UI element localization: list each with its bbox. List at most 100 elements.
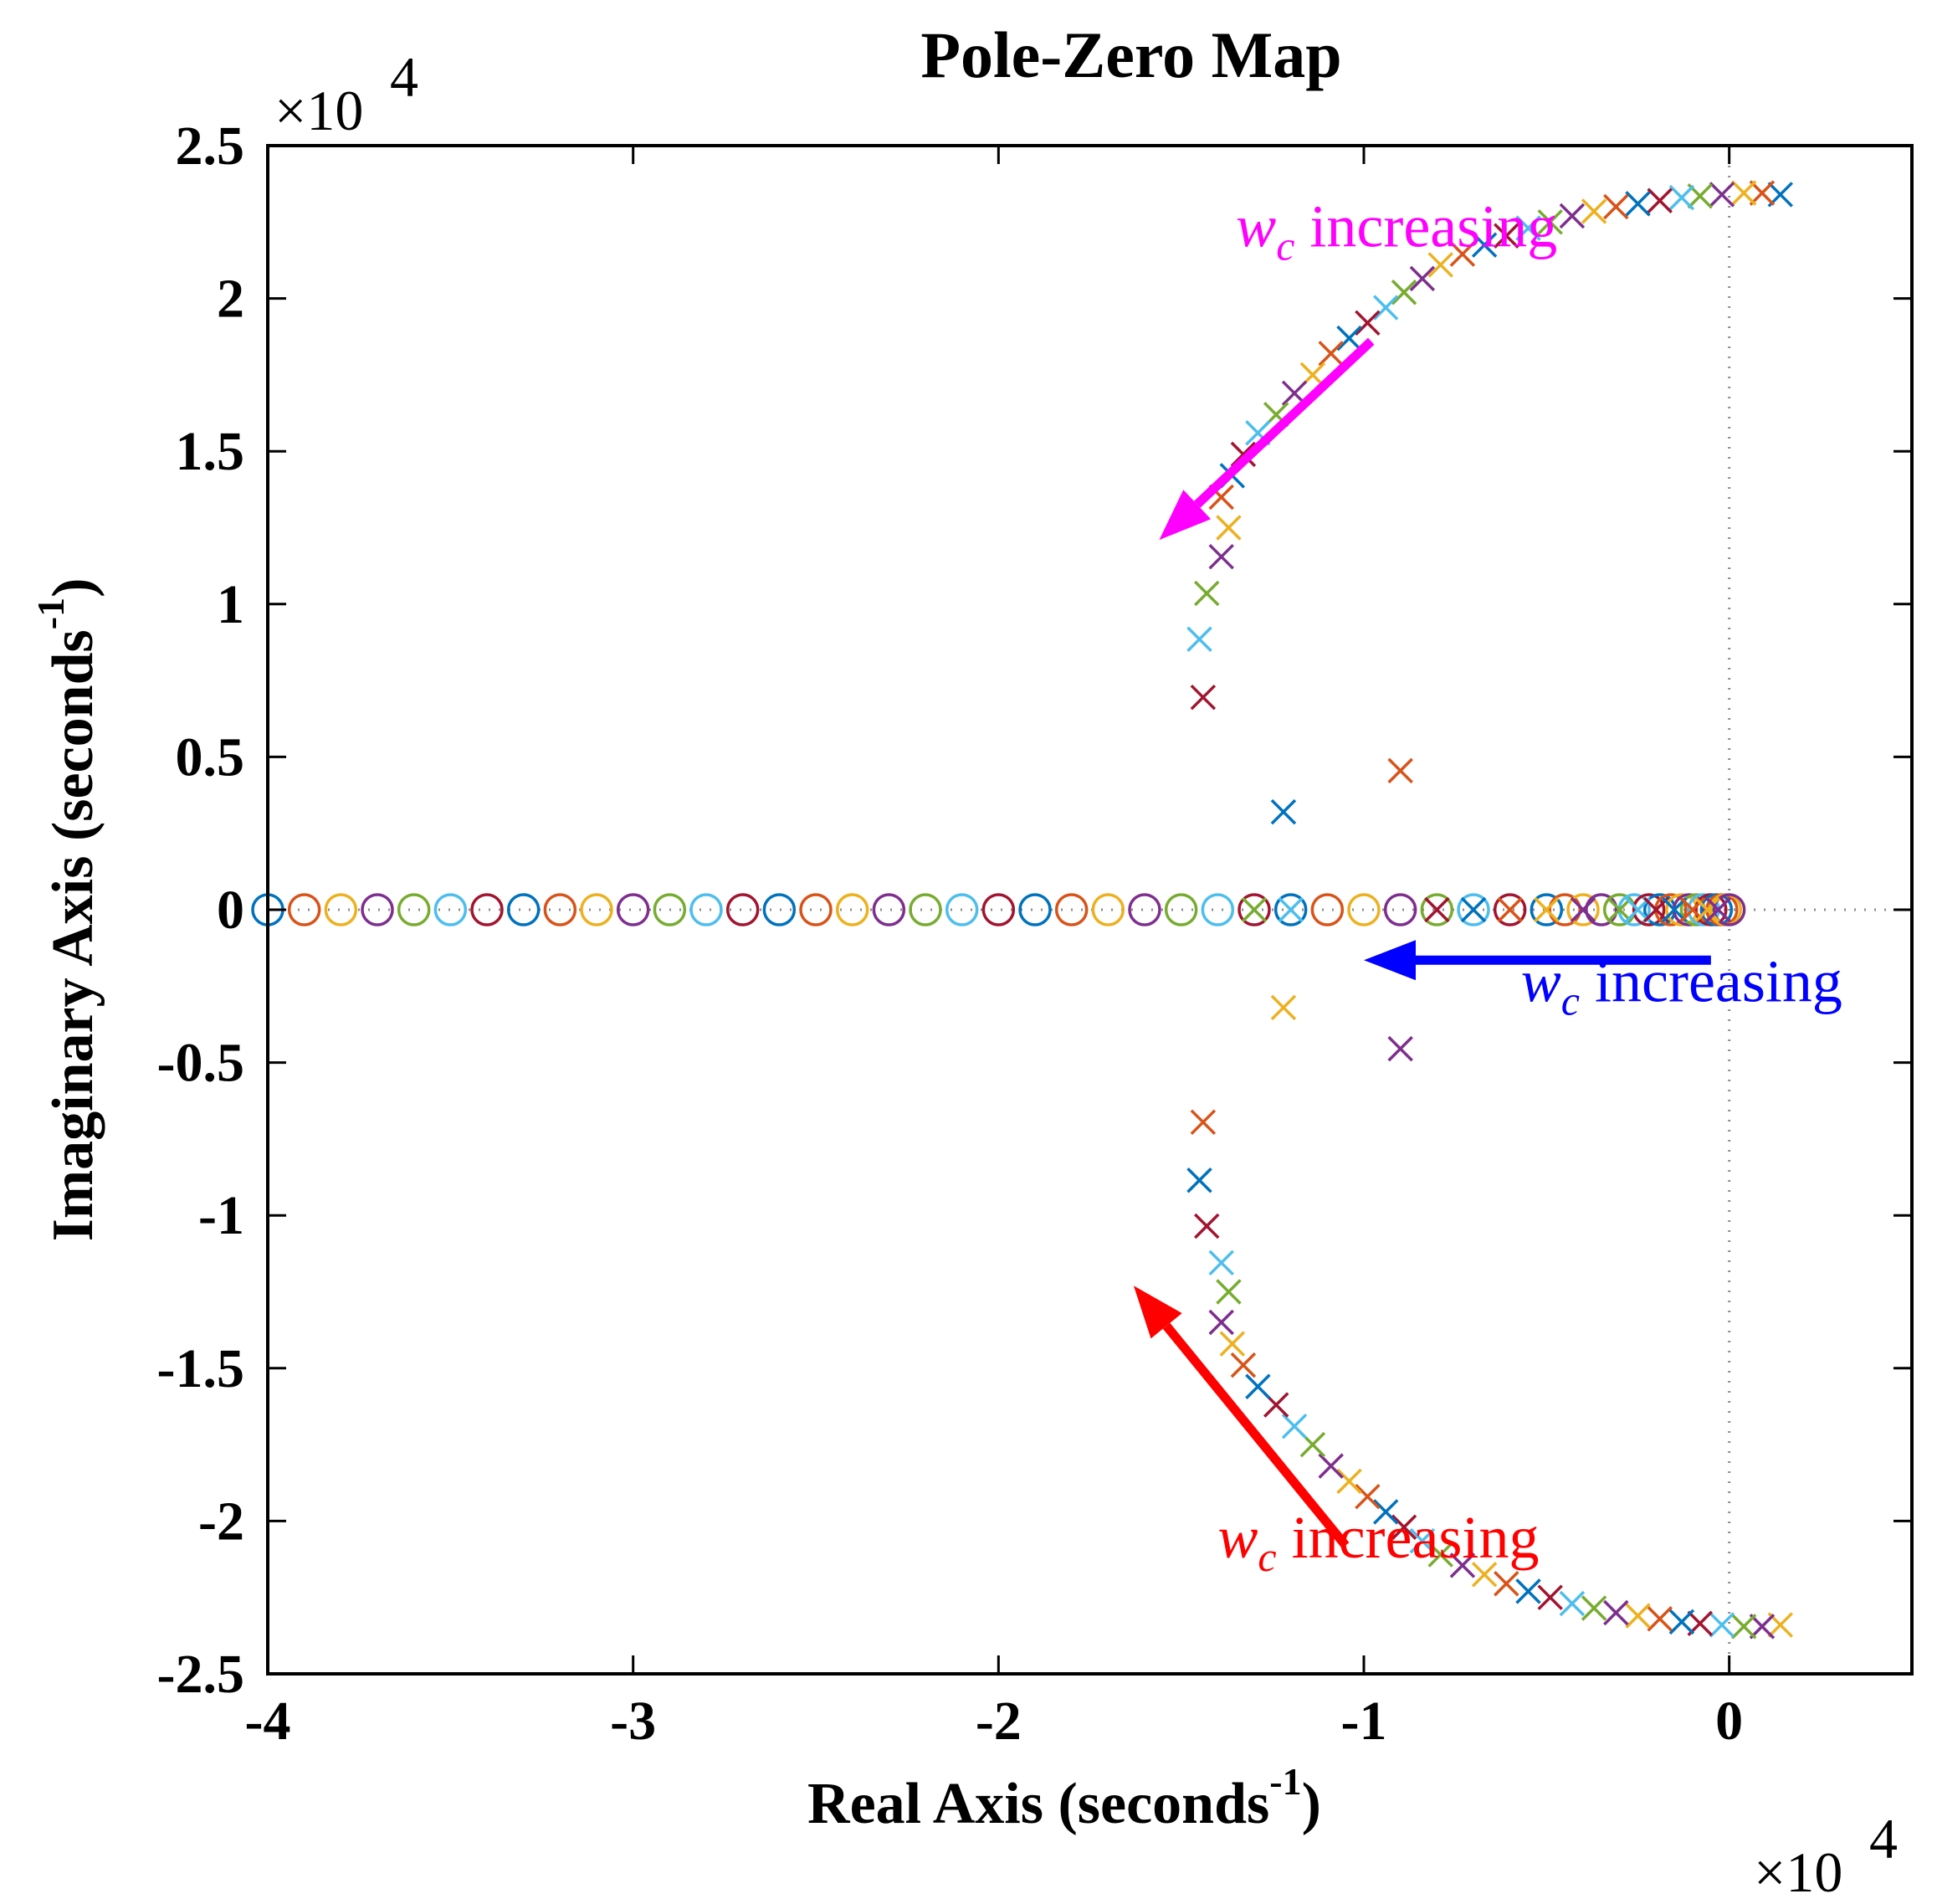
zero-marker xyxy=(909,893,942,926)
x-axis-label-text: Real Axis (seconds xyxy=(807,1772,1269,1836)
pole-marker xyxy=(1219,1331,1246,1357)
x-tick-label: 0 xyxy=(1715,1691,1743,1752)
blue-arrow-head xyxy=(1364,940,1416,981)
pole-marker xyxy=(1559,203,1586,229)
blue-annotation-label: wc increasing xyxy=(1521,948,1842,1024)
y-tick-label: -2 xyxy=(198,1491,244,1552)
y-tick-label: 1.5 xyxy=(176,421,245,482)
pole-marker xyxy=(1270,798,1297,825)
pole-marker xyxy=(1387,757,1413,784)
pole-marker xyxy=(1186,626,1212,653)
pole-marker xyxy=(1336,1468,1362,1495)
zero-marker xyxy=(1018,893,1052,926)
zero-marker xyxy=(835,893,869,926)
pole-marker xyxy=(1647,1606,1673,1632)
pole-marker xyxy=(1537,209,1563,235)
pole-marker xyxy=(1668,1609,1695,1635)
zero-marker xyxy=(1712,893,1746,926)
pole-marker xyxy=(1391,1514,1417,1540)
red-arrow-shaft xyxy=(1162,1322,1350,1549)
zero-marker xyxy=(1493,893,1527,926)
pole-marker xyxy=(1606,896,1632,923)
pole-marker xyxy=(1515,215,1541,241)
x-tick-label: -3 xyxy=(610,1691,656,1752)
y-tick-label: 2.5 xyxy=(176,115,245,177)
zero-marker xyxy=(543,893,577,926)
pole-marker xyxy=(1424,896,1450,923)
zero-marker xyxy=(433,893,468,926)
x-multiplier-exponent: 4 xyxy=(1869,1807,1898,1871)
y-tick-label: 2 xyxy=(217,269,244,330)
y-multiplier-exponent: 4 xyxy=(390,45,418,109)
zero-marker xyxy=(1585,893,1618,926)
pole-marker xyxy=(1216,1279,1242,1305)
x-tick-label: -4 xyxy=(245,1691,291,1752)
x-multiplier: ×10 4 xyxy=(1754,1807,1898,1904)
pole-marker xyxy=(1427,1542,1453,1568)
data-marks xyxy=(251,180,1794,1640)
pole-marker xyxy=(1449,241,1476,267)
pole-marker xyxy=(1427,252,1453,278)
y-multiplier: ×10 4 xyxy=(274,45,418,142)
zero-marker xyxy=(725,893,760,926)
pole-marker xyxy=(1570,896,1596,923)
zero-marker xyxy=(1128,893,1161,926)
pole-marker xyxy=(1537,1584,1563,1610)
zero-marker xyxy=(945,893,979,926)
pole-marker xyxy=(1705,896,1731,923)
x-axis-label: Real Axis (seconds-1) xyxy=(807,1760,1321,1836)
pole-marker xyxy=(1449,1552,1476,1578)
zero-marker xyxy=(1548,893,1581,926)
y-tick-label: 0 xyxy=(217,880,244,941)
red-annotation-label: wc increasing xyxy=(1217,1504,1539,1580)
pole-marker xyxy=(1318,1453,1344,1479)
pole-marker xyxy=(1190,1109,1217,1136)
reference-lines xyxy=(268,146,1912,1674)
zero-marker xyxy=(397,893,431,926)
pole-marker xyxy=(1749,1614,1776,1640)
pole-marker xyxy=(1208,543,1234,570)
zero-marker xyxy=(1383,893,1417,926)
y-tick-label: 0.5 xyxy=(176,726,245,788)
pole-marker xyxy=(1694,896,1720,923)
zero-marker xyxy=(361,893,394,926)
pole-marker xyxy=(1661,896,1688,923)
pole-marker xyxy=(1581,1595,1607,1621)
y-axis-label-text: Imaginary Axis (seconds xyxy=(41,629,105,1241)
pole-marker xyxy=(1709,182,1735,208)
zero-marker xyxy=(653,893,687,926)
pole-marker xyxy=(1730,1614,1757,1640)
pole-marker xyxy=(1193,1213,1220,1239)
pole-marker xyxy=(1581,198,1607,224)
pole-marker xyxy=(1460,896,1487,923)
x-axis-label-exponent: -1 xyxy=(1269,1760,1301,1803)
pole-marker xyxy=(1372,295,1399,321)
pole-marker xyxy=(1318,341,1344,367)
zero-marker xyxy=(1201,893,1235,926)
pole-marker xyxy=(1603,193,1629,220)
pole-marker xyxy=(1355,1483,1381,1510)
y-axis-label: Imaginary Axis (seconds-1) xyxy=(29,578,105,1242)
magenta-annotation-label: wc increasing xyxy=(1236,193,1557,269)
zero-marker xyxy=(1566,893,1600,926)
y-tick-label: -1.5 xyxy=(157,1338,244,1399)
pole-marker xyxy=(1534,896,1560,923)
zero-marker xyxy=(1273,893,1308,926)
y-tick-label: -1 xyxy=(198,1185,244,1246)
pole-marker xyxy=(1625,1603,1651,1629)
pole-marker xyxy=(1668,184,1695,211)
pole-marker xyxy=(1559,1590,1586,1617)
zero-marker xyxy=(1530,893,1564,926)
y-axis-label-close: ) xyxy=(41,578,105,598)
pole-marker xyxy=(1281,1413,1308,1440)
pole-marker xyxy=(1494,223,1519,249)
zero-marker xyxy=(1091,893,1125,926)
zero-marker xyxy=(689,893,723,926)
pole-marker xyxy=(1208,1309,1234,1336)
pole-marker xyxy=(1730,180,1757,206)
chart-title: Pole-Zero Map xyxy=(920,18,1341,91)
pole-marker xyxy=(1515,1578,1541,1604)
pole-marker xyxy=(1193,580,1220,607)
zero-marker xyxy=(762,893,797,926)
pole-marker xyxy=(1494,1571,1519,1597)
